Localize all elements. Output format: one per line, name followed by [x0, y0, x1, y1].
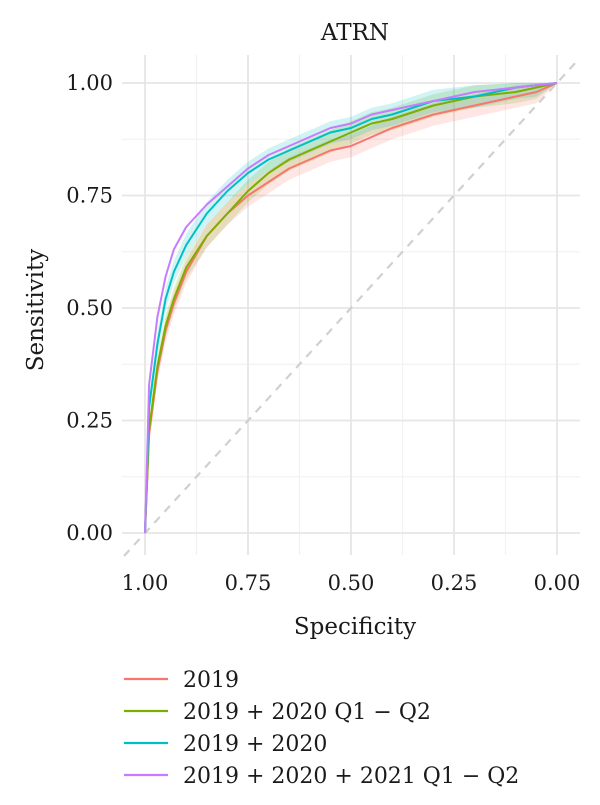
x-tick-label: 0.00: [534, 571, 581, 595]
legend-label-1: 2019: [183, 668, 239, 693]
roc-curve-4: [144, 82, 558, 534]
roc-curves: [144, 82, 558, 534]
legend-label-4: 2019 + 2020 + 2021 Q1 − Q2: [183, 764, 519, 789]
x-tick-label: 0.75: [225, 571, 272, 595]
x-tick-label: 1.00: [122, 571, 169, 595]
chart-title: ATRN: [320, 20, 389, 46]
y-axis-ticks: 0.00 0.25 0.50 0.75 1.00: [66, 71, 113, 545]
y-tick-label: 1.00: [66, 71, 113, 95]
roc-curve-1: [144, 82, 558, 534]
y-tick-label: 0.50: [66, 296, 113, 320]
legend-label-3: 2019 + 2020: [183, 732, 327, 757]
roc-curve-2: [144, 82, 558, 534]
y-axis-label: Sensitivity: [23, 249, 49, 372]
x-axis-ticks: 1.00 0.75 0.50 0.25 0.00: [122, 571, 581, 595]
x-tick-label: 0.50: [328, 571, 375, 595]
x-tick-label: 0.25: [431, 571, 478, 595]
x-axis-label: Specificity: [294, 614, 416, 640]
y-tick-label: 0.00: [66, 521, 113, 545]
roc-curve-3: [144, 82, 558, 534]
reference-diagonal-line: [123, 59, 579, 557]
legend-label-2: 2019 + 2020 Q1 − Q2: [183, 700, 431, 725]
y-tick-label: 0.75: [66, 184, 113, 208]
legend: 2019 2019 + 2020 Q1 − Q2 2019 + 2020 2019 +…: [124, 668, 519, 789]
y-tick-label: 0.25: [66, 409, 113, 433]
